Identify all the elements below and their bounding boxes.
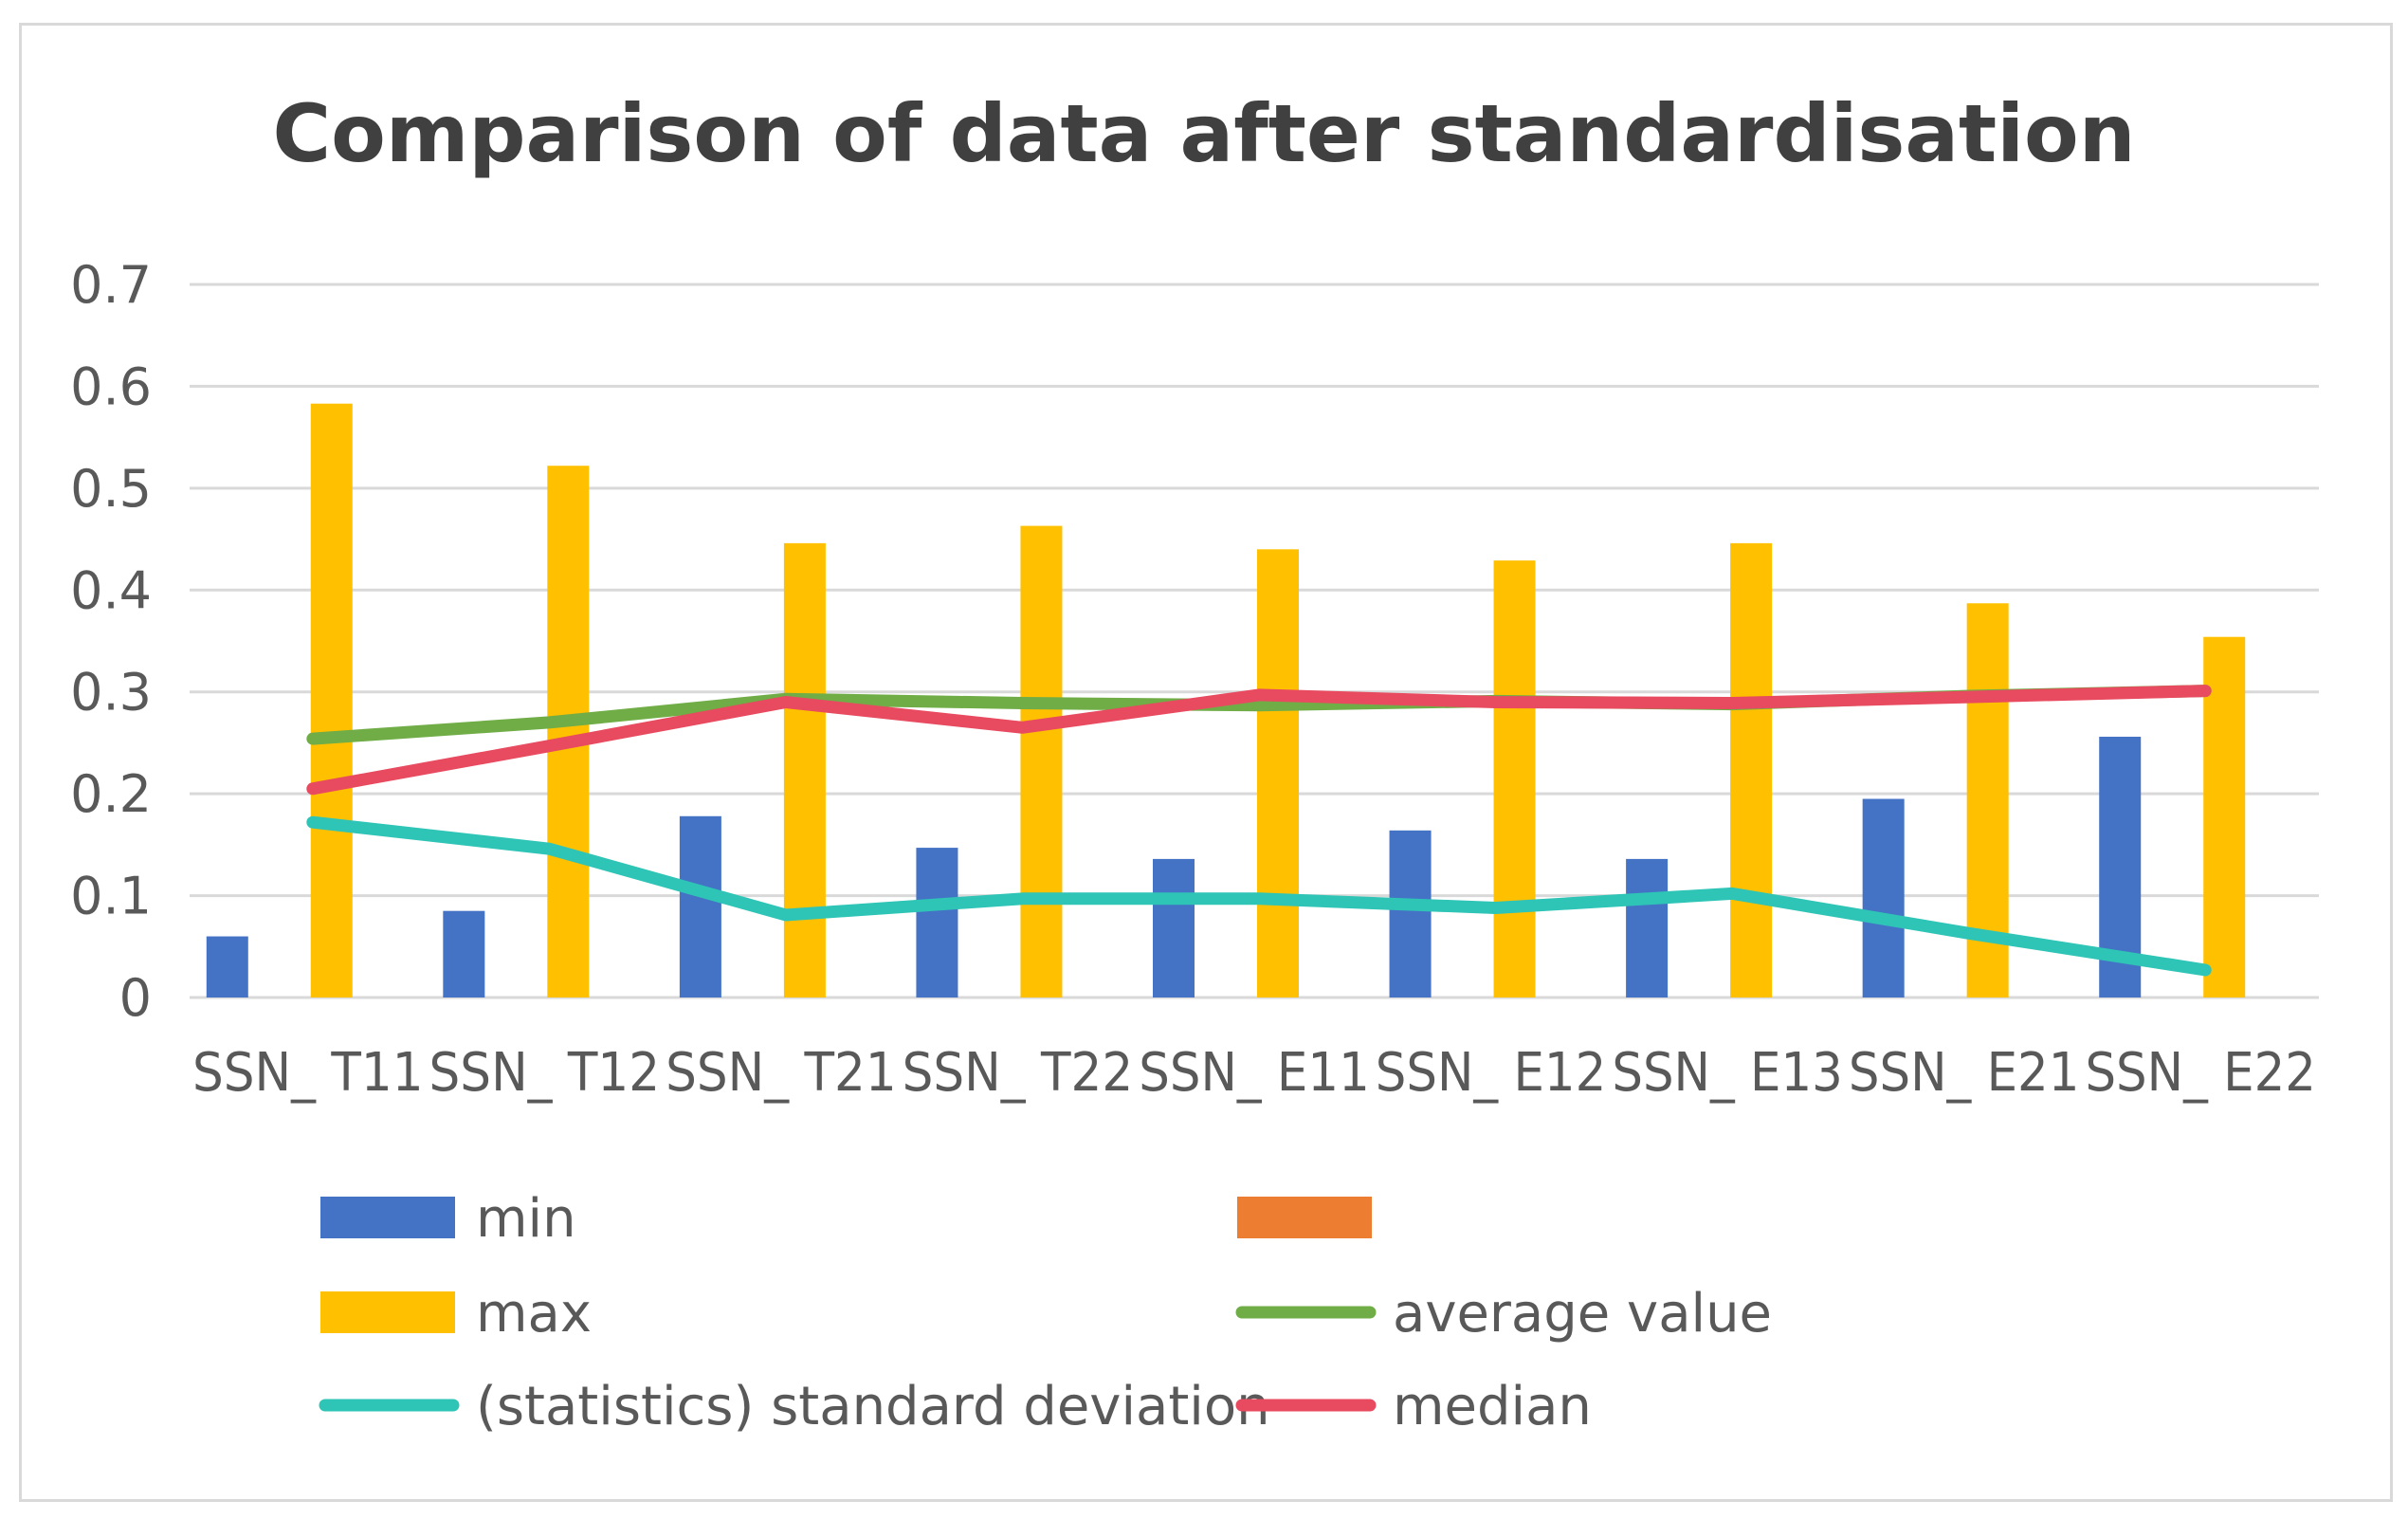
bar-min-3 — [916, 848, 958, 997]
x-tick-label: SSN_ T12 — [429, 1042, 661, 1104]
bar-max-0 — [310, 403, 353, 998]
bar-min-2 — [679, 815, 721, 997]
line-median — [306, 685, 2212, 796]
series-lines — [306, 685, 2212, 977]
y-tick-label: 0 — [119, 968, 152, 1028]
bars — [206, 403, 2246, 998]
x-tick-label: SSN_ E12 — [1376, 1042, 1607, 1104]
legend-swatch — [320, 1197, 455, 1238]
legend-swatch — [320, 1291, 455, 1333]
legend-swatch — [1237, 1197, 1372, 1238]
bar-max-6 — [1730, 542, 1773, 997]
x-tick-label: SSN_ T11 — [192, 1042, 424, 1104]
bar-max-4 — [1257, 549, 1299, 997]
bar-min-6 — [1626, 858, 1669, 997]
x-tick-label: SSN_ E13 — [1612, 1042, 1843, 1104]
y-tick-label: 0.5 — [70, 459, 152, 519]
bar-max-2 — [783, 542, 826, 997]
legend-label: median — [1393, 1376, 1592, 1437]
x-tick-label: SSN_ T22 — [903, 1042, 1134, 1104]
y-tick-label: 0.1 — [70, 867, 152, 926]
x-tick-label: SSN_ E22 — [2085, 1042, 2316, 1104]
legend-label: max — [476, 1283, 592, 1345]
chart-title: Comparison of data after standardisation — [272, 87, 2135, 180]
x-axis-labels: SSN_ T11 SSN_ T12 SSN_ T21 SSN_ T22 SSN_ E11… — [192, 1042, 2316, 1104]
bar-max-1 — [547, 466, 590, 997]
legend-label: average value — [1393, 1283, 1772, 1345]
y-tick-label: 0.7 — [70, 255, 152, 315]
legend-label: (statistics) standard deviation — [476, 1376, 1270, 1437]
bar-min-1 — [443, 910, 485, 997]
x-tick-label: SSN_ T21 — [666, 1042, 897, 1104]
x-tick-label: SSN_ E11 — [1139, 1042, 1370, 1104]
legend: min max average value (statistics) standard… — [319, 1188, 1772, 1437]
bar-max-5 — [1493, 560, 1536, 997]
bar-max-8 — [2203, 636, 2246, 997]
y-axis-ticks: 0 0.1 0.2 0.3 0.4 0.5 0.6 0.7 — [70, 255, 152, 1028]
y-tick-label: 0.4 — [70, 560, 152, 620]
y-tick-label: 0.6 — [70, 357, 152, 416]
bar-max-3 — [1020, 525, 1063, 997]
bar-min-7 — [1862, 798, 1905, 997]
line--statistics-standard-deviation — [306, 815, 2212, 977]
bar-min-5 — [1389, 830, 1432, 997]
legend-label: min — [476, 1188, 576, 1250]
y-tick-label: 0.2 — [70, 764, 152, 824]
y-tick-label: 0.3 — [70, 663, 152, 723]
x-tick-label: SSN_ E21 — [1849, 1042, 2080, 1104]
bar-min-0 — [206, 936, 248, 997]
gridlines — [190, 283, 2319, 999]
bar-min-4 — [1153, 858, 1195, 997]
